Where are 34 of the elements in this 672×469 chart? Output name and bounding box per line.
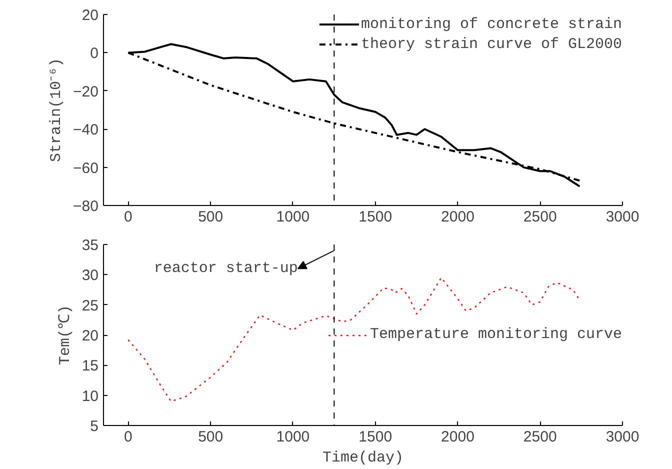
y-axis-title: Tem(℃): [56, 304, 74, 366]
x-tick-label: 2500: [523, 428, 557, 446]
annotation: reactor start-up: [154, 260, 298, 278]
x-tick-label: 3000: [606, 208, 640, 226]
x-tick-label: 3000: [606, 428, 640, 446]
y-tick-label: 30: [82, 267, 99, 284]
y-tick-label: 5: [90, 418, 98, 435]
x-axis-title: Time(day): [322, 450, 404, 466]
x-tick-label: 500: [198, 208, 224, 226]
y-tick-label: −60: [73, 160, 99, 177]
x-tick-label: 2500: [523, 208, 557, 226]
y-tick-label: −40: [73, 122, 99, 139]
x-tick-label: 2000: [441, 428, 474, 446]
y-tick-label: 10: [82, 388, 99, 405]
x-tick-label: 0: [124, 208, 132, 226]
x-tick-label: 1000: [276, 428, 310, 446]
legend-label: Temperature monitoring curve: [370, 326, 622, 343]
legend-label: theory strain curve of GL2000: [360, 36, 622, 52]
legend-label: monitoring of concrete strain: [360, 16, 622, 32]
x-tick-label: 2000: [441, 208, 474, 226]
y-tick-label: 0: [90, 45, 98, 62]
y-tick-label: 25: [82, 297, 99, 314]
y-tick-label: −20: [73, 83, 99, 100]
y-tick-label: 35: [82, 237, 99, 254]
x-tick-label: 1000: [276, 208, 310, 226]
x-tick-label: 0: [124, 428, 132, 446]
x-tick-label: 1500: [358, 208, 392, 226]
x-tick-label: 500: [198, 428, 224, 446]
y-tick-label: 20: [82, 328, 99, 344]
y-tick-label: −80: [73, 198, 99, 215]
y-tick-label: 15: [82, 358, 99, 375]
y-tick-label: 20: [82, 7, 99, 24]
x-tick-label: 1500: [358, 428, 392, 446]
y-axis-title: Strain(10⁻⁶): [48, 58, 66, 162]
